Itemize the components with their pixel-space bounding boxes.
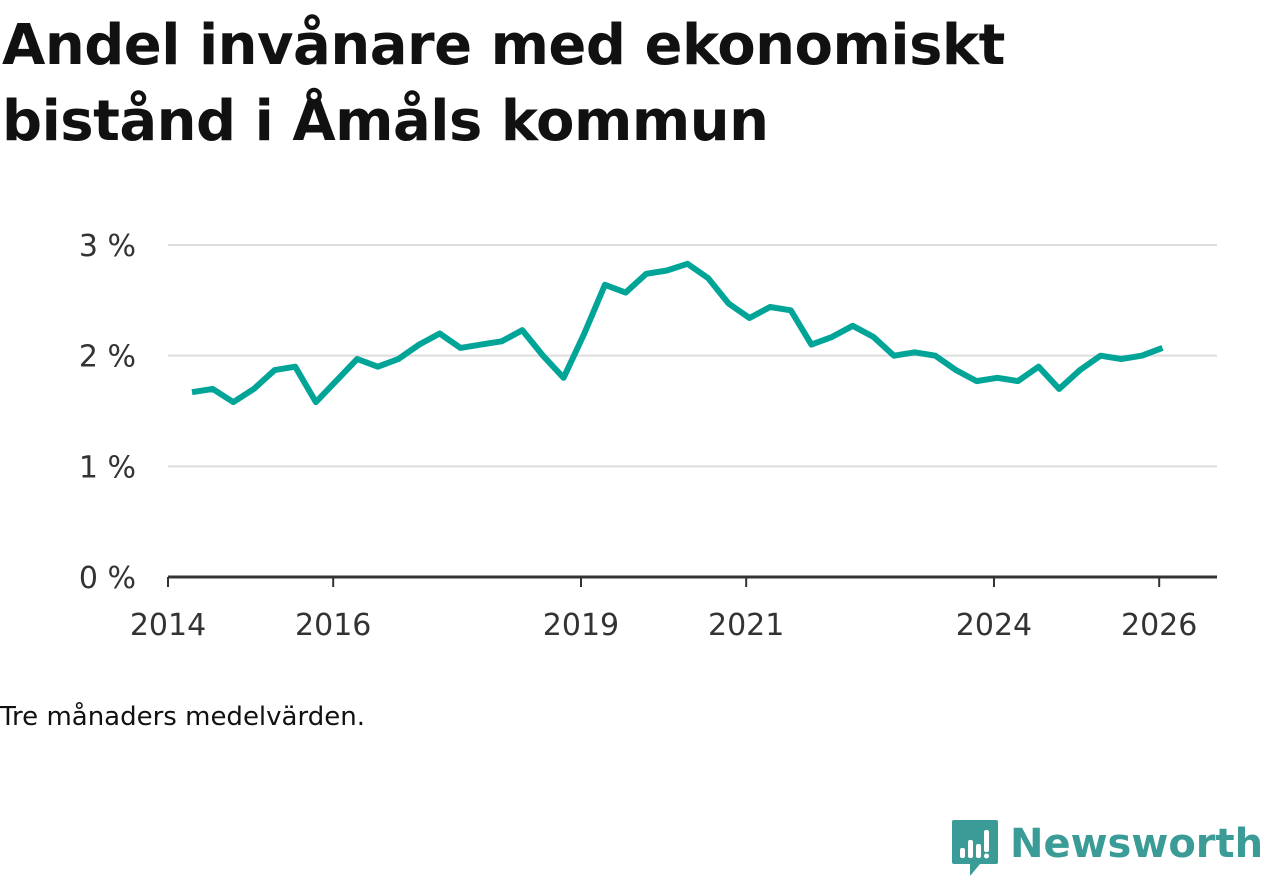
x-tick-label: 2019 bbox=[543, 608, 619, 643]
chart-title-line-1: Andel invånare med ekonomiskt bbox=[2, 13, 1005, 78]
x-tick-label: 2014 bbox=[130, 608, 206, 643]
chart-title-line-2: bistånd i Åmåls kommun bbox=[2, 89, 769, 154]
y-tick-label: 3 % bbox=[79, 229, 136, 264]
y-tick-label: 0 % bbox=[79, 561, 136, 596]
chart-title: Andel invånare med ekonomiskt bistånd i … bbox=[2, 8, 1202, 160]
y-tick-label: 1 % bbox=[79, 450, 136, 485]
newsworthy-brand[interactable]: Newsworthy bbox=[950, 818, 1262, 882]
y-tick-label: 2 % bbox=[79, 340, 136, 375]
brand-name: Newsworthy bbox=[1010, 821, 1262, 867]
series-line-0 bbox=[191, 260, 1164, 406]
x-tick-label: 2024 bbox=[956, 608, 1032, 643]
x-tick-label: 2026 bbox=[1121, 608, 1197, 643]
chart-note: Tre månaders medelvärden. bbox=[0, 702, 365, 732]
newsworthy-logo-icon bbox=[952, 820, 998, 876]
x-tick-label: 2016 bbox=[295, 608, 371, 643]
line-chart: 0 % 1 % 2 % 3 % 2014 2016 2019 2021 2024 2026 bbox=[79, 229, 1217, 643]
x-tick-label: 2021 bbox=[708, 608, 784, 643]
